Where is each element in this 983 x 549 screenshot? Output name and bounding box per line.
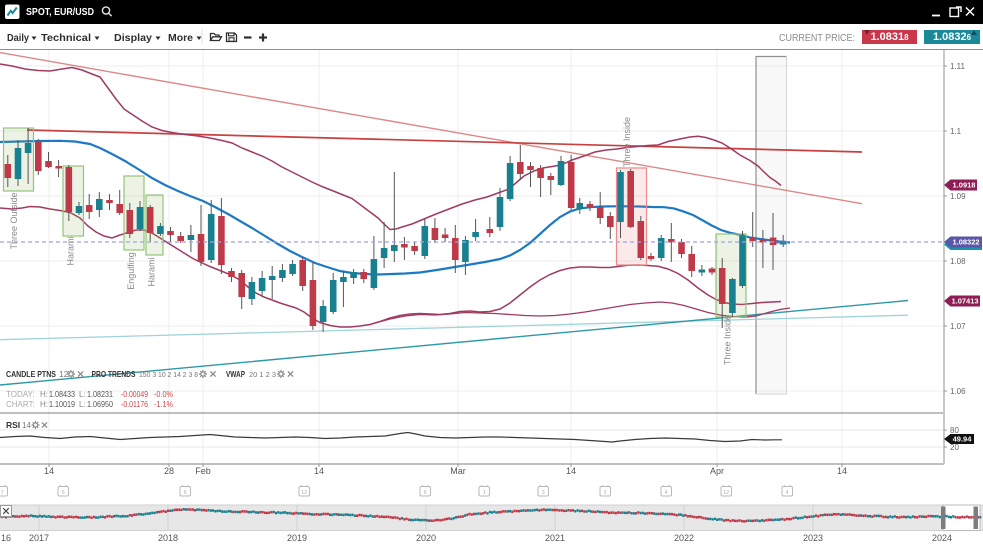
svg-text:H:: H: [40, 390, 48, 399]
svg-text:4: 4 [786, 490, 789, 496]
svg-text:1.11: 1.11 [950, 62, 966, 71]
svg-text:1.08231: 1.08231 [87, 390, 113, 399]
svg-text:14: 14 [837, 466, 847, 476]
svg-text:12: 12 [301, 490, 307, 496]
svg-text:7: 7 [1, 490, 4, 496]
svg-text:1.08: 1.08 [950, 257, 966, 266]
svg-text:RSI: RSI [6, 420, 20, 430]
svg-text:14: 14 [44, 466, 54, 476]
svg-text:28: 28 [164, 466, 174, 476]
svg-text:1.1: 1.1 [950, 127, 962, 136]
svg-text:20 1 2 3: 20 1 2 3 [249, 370, 276, 379]
svg-text:TODAY:: TODAY: [6, 390, 35, 399]
svg-text:12: 12 [723, 490, 729, 496]
svg-text:2022: 2022 [674, 533, 694, 543]
svg-text:6: 6 [184, 490, 187, 496]
svg-text:-1.1%: -1.1% [154, 400, 173, 409]
svg-text:H:: H: [40, 400, 48, 409]
svg-text:2020: 2020 [416, 533, 436, 543]
svg-text:2024: 2024 [932, 533, 952, 543]
svg-text:More: More [168, 32, 193, 44]
svg-text:6: 6 [62, 490, 65, 496]
svg-text:12: 12 [59, 369, 69, 379]
svg-text:1.07: 1.07 [950, 322, 966, 331]
svg-text:14: 14 [22, 421, 31, 430]
svg-text:1.08433: 1.08433 [49, 390, 75, 399]
svg-text:1.08322: 1.08322 [952, 238, 979, 247]
svg-text:1.10019: 1.10019 [49, 400, 75, 409]
svg-text:Harami: Harami [147, 257, 157, 286]
svg-text:Mar: Mar [450, 466, 466, 476]
svg-text:1.07413: 1.07413 [951, 297, 978, 306]
svg-text:1.06: 1.06 [950, 387, 966, 396]
svg-text:150 3 10 2 14 2 3 8: 150 3 10 2 14 2 3 8 [139, 370, 198, 379]
svg-text:SPOT, EUR/USD: SPOT, EUR/USD [26, 7, 94, 18]
svg-text:20: 20 [950, 443, 959, 452]
svg-text:Three Outside: Three Outside [9, 192, 19, 249]
svg-text:Three Inside: Three Inside [622, 117, 632, 167]
svg-text:4: 4 [665, 490, 668, 496]
svg-text:49.94: 49.94 [953, 435, 973, 444]
svg-text:VWAP: VWAP [226, 369, 245, 379]
svg-text:Engulfing: Engulfing [126, 252, 136, 290]
svg-text:Three Inside: Three Inside [723, 315, 733, 365]
svg-text:2019: 2019 [287, 533, 307, 543]
svg-text:1: 1 [483, 490, 486, 496]
svg-text:14: 14 [566, 466, 576, 476]
svg-text:-0.01176: -0.01176 [121, 400, 148, 409]
svg-text:Harami: Harami [66, 236, 76, 265]
svg-text:1.06950: 1.06950 [87, 400, 113, 409]
svg-text:14: 14 [314, 466, 324, 476]
svg-text:2: 2 [604, 490, 607, 496]
svg-text:2021: 2021 [545, 533, 565, 543]
svg-text:L:: L: [79, 390, 86, 399]
svg-text:1.09: 1.09 [950, 192, 966, 201]
svg-text:-0.00049: -0.00049 [121, 390, 148, 399]
svg-text:Apr: Apr [710, 466, 724, 476]
svg-text:L:: L: [79, 400, 86, 409]
svg-text:Feb: Feb [195, 466, 211, 476]
svg-text:PRO TRENDS: PRO TRENDS [92, 369, 136, 379]
svg-text:16: 16 [1, 533, 11, 543]
svg-text:2023: 2023 [803, 533, 823, 543]
svg-text:CHART:: CHART: [6, 400, 35, 409]
svg-text:CURRENT PRICE:: CURRENT PRICE: [779, 33, 855, 44]
svg-text:Technical: Technical [41, 32, 91, 44]
svg-text:-0.0%: -0.0% [154, 390, 173, 399]
svg-text:3: 3 [542, 490, 545, 496]
svg-text:6: 6 [424, 490, 427, 496]
svg-text:1.0918: 1.0918 [953, 181, 976, 190]
svg-text:80: 80 [950, 426, 959, 435]
svg-text:Daily: Daily [7, 32, 29, 44]
svg-text:2018: 2018 [158, 533, 178, 543]
svg-text:Display: Display [114, 32, 152, 44]
svg-text:CANDLE PTNS: CANDLE PTNS [6, 369, 56, 379]
svg-text:2017: 2017 [29, 533, 49, 543]
